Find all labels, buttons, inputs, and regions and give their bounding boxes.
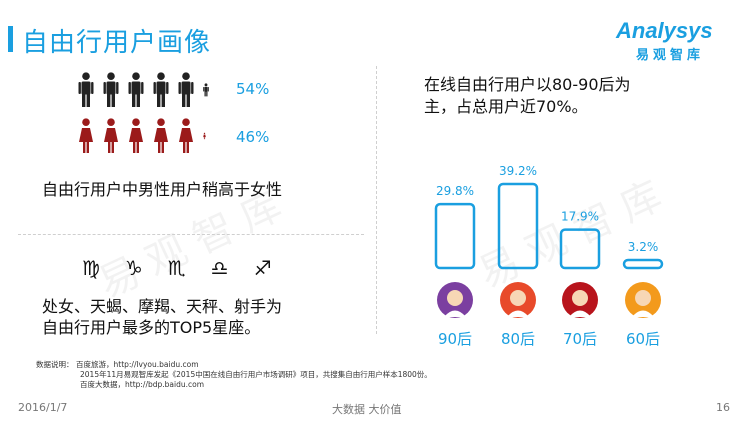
shirt-icon [569,310,591,317]
bar-90后 [434,202,476,270]
male-figure-icon [178,72,194,107]
logo-main-text: Analysys [616,18,713,43]
male-figure-icon [153,72,169,107]
value-label: 17.9% [561,210,599,224]
footer-slogan: 大数据 大价值 [332,403,402,416]
face-icon [447,290,463,306]
notes-source-1: 百度旅游，http://lvyou.baidu.com [76,360,199,369]
shirt-icon [632,310,654,317]
male-figure-icon [203,83,209,97]
zodiac-line-1: 处女、天蝎、摩羯、天秤、射手为 [42,297,283,316]
title-accent-bar [8,26,13,52]
female-figure-icon [129,118,143,153]
age-bar-chart: 29.8% 90后 39.2% 80后 17.9% 70后 3.2% 60后 [434,164,664,348]
male-figure-icon [78,72,94,107]
footer-page-number: 16 [716,401,730,414]
shirt-icon [444,310,466,317]
notes-line-3: 百度大数据，http://bdp.baidu.com [80,380,204,389]
value-label: 29.8% [436,184,474,198]
female-percent: 46% [236,128,270,146]
male-figure-icon [128,72,144,107]
zodiac-description: 处女、天蝎、摩羯、天秤、射手为 自由行用户最多的TOP5星座。 [42,296,282,338]
analysys-logo: Analysys 易观智库 [616,18,728,64]
bar-60后 [622,258,664,270]
bar-70后 [559,228,601,270]
footer-date: 2016/1/7 [18,401,68,414]
face-icon [510,290,526,306]
female-figure-icon [154,118,168,153]
male-figures-row [78,72,228,108]
value-label: 39.2% [499,164,537,178]
zodiac-line-2: 自由行用户最多的TOP5星座。 [42,318,261,337]
female-figure-icon [179,118,193,153]
vertical-divider [376,66,377,334]
male-percent: 54% [236,80,270,98]
value-label: 3.2% [628,240,659,254]
category-label: 60后 [626,330,660,348]
category-label: 70后 [563,330,597,348]
notes-line-1: 数据说明： 百度旅游，http://lvyou.baidu.com [36,360,432,370]
age-line-2: 主，占总用户近70%。 [424,97,588,116]
face-icon [635,290,651,306]
bar-80后 [497,182,539,270]
category-label: 90后 [438,330,472,348]
female-figure-icon [104,118,118,153]
notes-line-2: 2015年11月易观智库发起《2015中国在线自由行用户市场调研》项目，共搜集自… [80,370,432,379]
zodiac-symbols: ♍ ♑ ♏ ♎ ♐ [82,256,281,280]
female-figures-row [78,118,228,154]
male-figure-icon [103,72,119,107]
horizontal-divider [18,234,364,235]
shirt-icon [507,310,529,317]
face-icon [572,290,588,306]
page-title: 自由行用户画像 [22,28,212,58]
female-figure-icon [79,118,93,153]
age-line-1: 在线自由行用户以80-90后为 [424,75,631,94]
notes-label: 数据说明： [36,360,74,369]
gender-caption: 自由行用户中男性用户稍高于女性 [42,180,283,199]
age-description: 在线自由行用户以80-90后为 主，占总用户近70%。 [424,74,631,118]
data-notes: 数据说明： 百度旅游，http://lvyou.baidu.com 2015年11… [36,360,432,390]
female-figure-icon [203,132,206,140]
logo-sub-text: 易观智库 [636,48,705,63]
category-label: 80后 [501,330,535,348]
